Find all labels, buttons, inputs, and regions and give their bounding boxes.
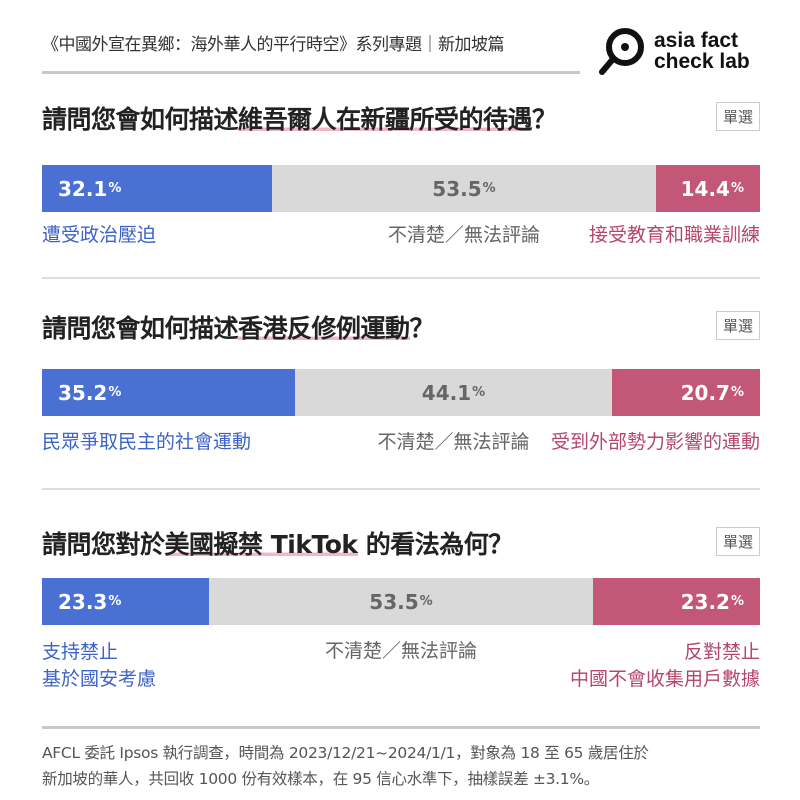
title-suffix: ？ <box>532 105 557 134</box>
footnote-line2: 新加坡的華人，共回收 1000 份有效樣本，在 95 信心水準下，抽樣誤差 ±3… <box>42 770 599 788</box>
bar-segment-neutral: 44.1% <box>295 369 612 416</box>
single-choice-badge: 單選 <box>715 102 760 131</box>
bar-segment-support: 23.3% <box>42 578 209 625</box>
logo-text-line2: check lab <box>654 50 750 73</box>
category-label: 接受教育和職業訓練 <box>588 224 760 246</box>
unit-label: % <box>108 181 122 196</box>
unit-label: % <box>482 181 496 196</box>
category-label: 反對禁止 <box>683 641 760 663</box>
bar-segment-oppose: 14.4% <box>656 165 760 212</box>
legend-label-oppose: 接受教育和職業訓練 <box>589 222 760 249</box>
legend-label-neutral: 不清楚／無法評論 <box>325 638 477 665</box>
unit-label: % <box>730 181 744 196</box>
data-label: 53.5 <box>432 176 482 201</box>
stacked-bar: 32.1% 53.5% 14.4% <box>42 165 760 212</box>
category-label: 遭受政治壓迫 <box>42 224 157 246</box>
category-label: 受到外部勢力影響的運動 <box>550 431 760 453</box>
bar-segment-oppose: 23.2% <box>593 578 760 625</box>
category-label: 不清楚／無法評論 <box>377 431 530 453</box>
data-label: 20.7 <box>680 380 730 405</box>
data-label: 44.1 <box>421 380 472 405</box>
title-highlight: 美國擬禁 TikTok <box>164 530 358 559</box>
question-title: 請問您會如何描述香港反修例運動？ <box>42 309 760 345</box>
legend-label-support: 遭受政治壓迫 <box>42 222 156 249</box>
data-label: 35.2 <box>58 380 108 405</box>
unit-label: % <box>108 385 122 400</box>
header-divider <box>42 71 580 74</box>
data-label: 53.5 <box>369 589 419 614</box>
data-label: 14.4 <box>680 176 730 201</box>
unit-label: % <box>730 385 744 400</box>
stacked-bar: 23.3% 53.5% 23.2% <box>42 578 760 625</box>
section-divider <box>42 488 760 490</box>
bar-segment-oppose: 20.7% <box>612 369 760 416</box>
data-label: 23.3 <box>58 589 108 614</box>
legend-label-neutral: 不清楚／無法評論 <box>377 429 529 456</box>
unit-label: % <box>730 594 744 609</box>
category-label: 不清楚／無法評論 <box>324 640 478 662</box>
magnifier-logo-icon <box>599 28 644 75</box>
footnote: AFCL 委託 Ipsos 執行調查，時間為 2023/12/21~2024/1… <box>42 740 762 792</box>
section-divider <box>42 277 760 279</box>
category-label: 支持禁止 <box>42 641 119 663</box>
bar-segment-support: 35.2% <box>42 369 295 416</box>
series-title: 《中國外宣在異鄉：海外華人的平行時空》系列專題｜新加坡篇 <box>42 35 505 55</box>
question-block: 請問您會如何描述維吾爾人在新疆所受的待遇？ 單選 <box>42 100 760 136</box>
question-block: 請問您會如何描述香港反修例運動？ 單選 <box>42 309 760 345</box>
title-suffix: 的看法為何？ <box>357 530 514 559</box>
title-suffix: ？ <box>409 314 435 343</box>
question-title: 請問您對於美國擬禁 TikTok 的看法為何？ <box>42 525 760 561</box>
question-block: 請問您對於美國擬禁 TikTok 的看法為何？ 單選 <box>42 525 760 561</box>
stacked-bar: 35.2% 44.1% 20.7% <box>42 369 760 416</box>
logo: asia fact check lab <box>598 26 750 76</box>
title-prefix: 請問您會如何描述 <box>42 314 239 343</box>
bar-segment-neutral: 53.5% <box>272 165 656 212</box>
title-prefix: 請問您對於 <box>42 530 165 559</box>
data-label: 32.1 <box>58 176 108 201</box>
category-sublabel: 中國不會收集用戶數據 <box>569 668 760 690</box>
legend-label-oppose: 反對禁止中國不會收集用戶數據 <box>570 639 760 693</box>
category-sublabel: 基於國安考慮 <box>42 668 157 690</box>
logo-text-line1: asia fact <box>654 29 739 52</box>
category-label: 不清楚／無法評論 <box>387 224 541 246</box>
bar-segment-neutral: 53.5% <box>209 578 593 625</box>
title-prefix: 請問您會如何描述 <box>42 105 239 134</box>
footer-divider <box>42 726 760 729</box>
title-highlight: 維吾爾人在新疆所受的待遇 <box>238 105 533 134</box>
unit-label: % <box>419 594 433 609</box>
unit-label: % <box>472 385 486 400</box>
data-label: 23.2 <box>680 589 730 614</box>
footnote-line1: AFCL 委託 Ipsos 執行調查，時間為 2023/12/21~2024/1… <box>42 744 649 762</box>
legend-label-support: 支持禁止基於國安考慮 <box>42 639 156 693</box>
category-label: 民眾爭取民主的社會運動 <box>42 431 252 453</box>
question-title: 請問您會如何描述維吾爾人在新疆所受的待遇？ <box>42 100 760 136</box>
single-choice-badge: 單選 <box>715 527 760 556</box>
unit-label: % <box>108 594 122 609</box>
single-choice-badge: 單選 <box>715 311 760 340</box>
legend-label-oppose: 受到外部勢力影響的運動 <box>551 429 760 456</box>
bar-segment-support: 32.1% <box>42 165 272 212</box>
legend-label-support: 民眾爭取民主的社會運動 <box>42 429 251 456</box>
title-highlight: 香港反修例運動 <box>238 314 410 343</box>
legend-label-neutral: 不清楚／無法評論 <box>388 222 540 249</box>
